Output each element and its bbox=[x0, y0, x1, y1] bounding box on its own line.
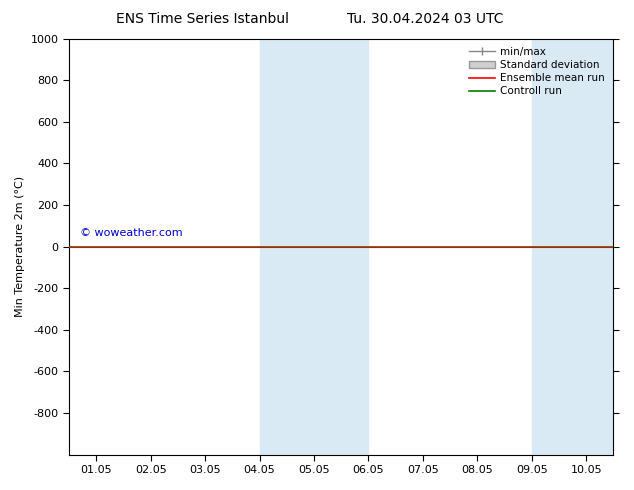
Text: Tu. 30.04.2024 03 UTC: Tu. 30.04.2024 03 UTC bbox=[347, 12, 503, 26]
Legend: min/max, Standard deviation, Ensemble mean run, Controll run: min/max, Standard deviation, Ensemble me… bbox=[466, 44, 608, 99]
Bar bbox=[259, 39, 368, 455]
Text: © woweather.com: © woweather.com bbox=[80, 228, 183, 238]
Y-axis label: Min Temperature 2m (°C): Min Temperature 2m (°C) bbox=[15, 176, 25, 317]
Bar bbox=[532, 39, 634, 455]
Text: ENS Time Series Istanbul: ENS Time Series Istanbul bbox=[117, 12, 289, 26]
